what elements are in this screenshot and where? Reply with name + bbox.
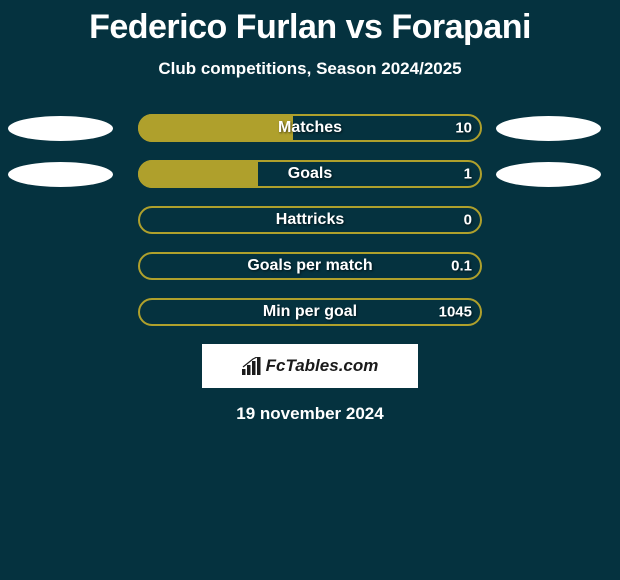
stat-label: Goals per match bbox=[247, 257, 372, 275]
stat-value-right: 0.1 bbox=[451, 258, 472, 275]
stat-row: Min per goal 1045 bbox=[0, 298, 620, 326]
stat-row: Hattricks 0 bbox=[0, 206, 620, 234]
logo-text: FcTables.com bbox=[266, 356, 379, 376]
stat-label: Hattricks bbox=[276, 211, 344, 229]
stat-value-right: 0 bbox=[464, 212, 472, 229]
comparison-title: Federico Furlan vs Forapani bbox=[0, 0, 620, 47]
date-text: 19 november 2024 bbox=[0, 404, 620, 424]
logo-box: FcTables.com bbox=[202, 344, 418, 388]
stat-row: Matches 10 bbox=[0, 114, 620, 142]
player-right-ellipse bbox=[496, 162, 601, 187]
stat-value-right: 1 bbox=[464, 166, 472, 183]
stat-label: Goals bbox=[288, 165, 332, 183]
stat-value-right: 10 bbox=[455, 120, 472, 137]
stat-value-right: 1045 bbox=[439, 304, 472, 321]
chart-icon bbox=[242, 357, 262, 375]
stat-label: Matches bbox=[278, 119, 342, 137]
stat-bar: Goals 1 bbox=[138, 160, 482, 188]
comparison-subtitle: Club competitions, Season 2024/2025 bbox=[0, 59, 620, 79]
stat-bar: Min per goal 1045 bbox=[138, 298, 482, 326]
stat-bar: Matches 10 bbox=[138, 114, 482, 142]
player-left-ellipse bbox=[8, 116, 113, 141]
stat-row: Goals 1 bbox=[0, 160, 620, 188]
stats-container: Matches 10 Goals 1 Hattricks 0 Goals per match… bbox=[0, 114, 620, 326]
stat-bar: Hattricks 0 bbox=[138, 206, 482, 234]
player-left-ellipse bbox=[8, 162, 113, 187]
stat-label: Min per goal bbox=[263, 303, 357, 321]
stat-bar: Goals per match 0.1 bbox=[138, 252, 482, 280]
player-right-ellipse bbox=[496, 116, 601, 141]
stat-row: Goals per match 0.1 bbox=[0, 252, 620, 280]
